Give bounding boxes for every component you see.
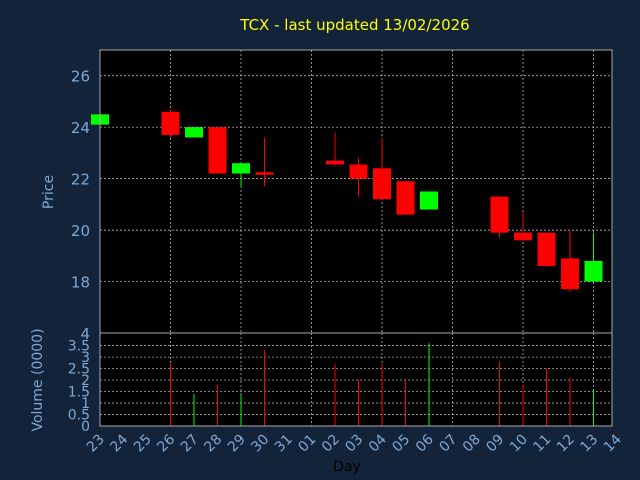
price-tick-label: 18 [71, 274, 90, 292]
candle-body [396, 181, 415, 215]
candle-body [490, 196, 509, 233]
candle-body [185, 127, 203, 138]
volume-tick-label: 1.5 [68, 385, 90, 401]
candle-body [255, 172, 274, 175]
price-tick-label: 22 [71, 171, 90, 189]
volume-axis-label: Volume (0000) [30, 328, 46, 431]
candle-body [373, 168, 391, 200]
volume-series [170, 343, 594, 426]
candle-body [208, 127, 227, 174]
candle-body [326, 160, 344, 165]
candle-body [514, 232, 532, 241]
price-axis: 18 20 22 24 26 [71, 68, 90, 292]
volume-tick-label: 1 [81, 396, 90, 412]
volume-tick-label: 0 [81, 419, 90, 435]
volume-tick-label: 3.5 [68, 339, 90, 355]
x-axis: 23 24 25 26 27 28 29 30 31 01 02 03 04 05 06 07 08 09 10 11… [84, 431, 625, 455]
volume-tick-label: 3 [81, 350, 90, 366]
x-axis-label: Day [333, 459, 361, 475]
candle-body [232, 163, 250, 174]
volume-tick-label: 4 [80, 325, 90, 343]
candle-body [161, 111, 180, 135]
candle-body [420, 191, 438, 210]
price-panel [100, 50, 612, 333]
price-tick-label: 24 [71, 119, 90, 137]
volume-panel-frame [99, 332, 613, 427]
volume-tick-label: 2.5 [68, 362, 90, 378]
volume-axis: 4 00.511.522.533.5 [68, 325, 90, 435]
volume-tick-label: 2 [81, 373, 90, 389]
candle-body [584, 260, 603, 282]
volume-panel [100, 333, 612, 426]
volume-tick-label: 0.5 [68, 408, 90, 424]
candle-body [349, 164, 368, 179]
price-tick-label: 20 [71, 222, 90, 240]
chart-title: TCX - last updated 13/02/2026 [239, 16, 469, 34]
price-axis-label: Price [41, 175, 57, 209]
price-tick-label: 26 [71, 68, 90, 86]
candle-body [537, 232, 556, 267]
candle-body [561, 258, 579, 290]
